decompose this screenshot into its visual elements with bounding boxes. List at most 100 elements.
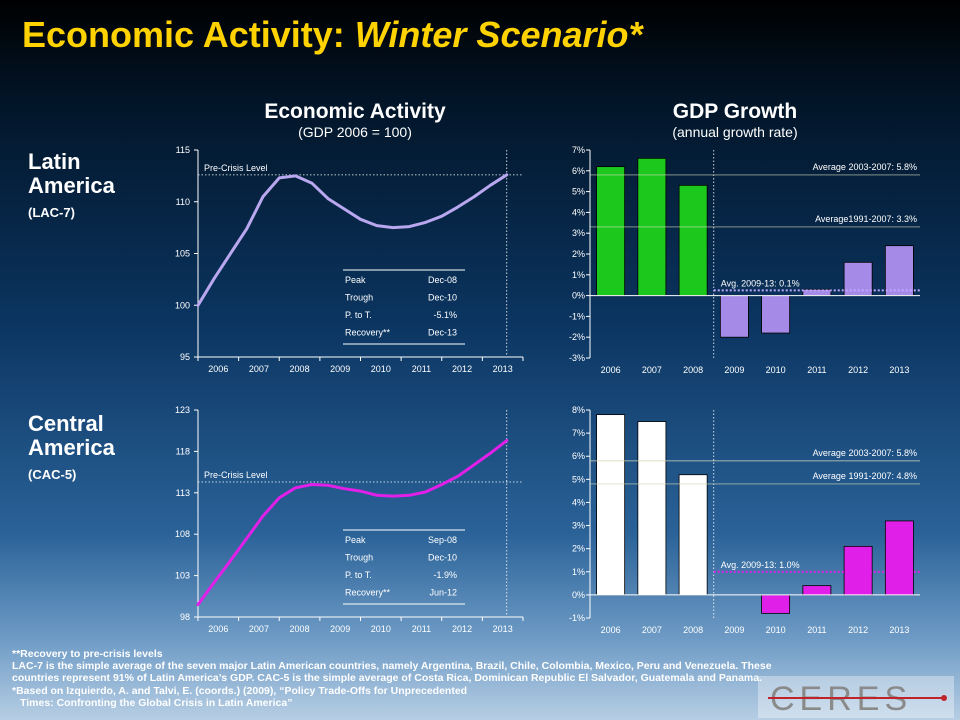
title-italic: Winter Scenario* [354,14,643,55]
cac-growth-y-tick-label: 8% [572,405,585,415]
lac-activity-y-tick-label: 115 [176,145,190,155]
footer-source-note: *Based on Izquierdo, A. and Talvi, E. (c… [12,684,468,697]
cac-growth-bar [637,421,667,596]
cac-activity-x-tick-label: 2010 [371,624,391,634]
footer-recovery-note: **Recovery to pre-crisis levels [12,648,163,660]
lac-growth-y-tick-label: -2% [569,332,585,342]
lac-growth-bar [761,295,791,334]
lac-growth-recent-average-label: Avg. 2009-13: 0.1% [721,278,800,288]
cac-activity-series-line [196,439,509,607]
lac-growth-x-tick-label: 2007 [642,365,662,375]
cac-activity-y-tick-label: 123 [175,405,190,415]
cac-activity-table-value: Sep-08 [428,535,457,545]
lac-activity-x-tick-label: 2007 [249,364,269,374]
lac-activity-table-label: Recovery** [345,328,391,338]
lac-growth-y-tick-label: 2% [572,249,585,259]
lac-activity-x-tick-label: 2013 [493,364,513,374]
lac-growth-bar [884,245,914,296]
lac-growth-bar [596,166,626,297]
cac-activity-x-tick-label: 2007 [249,624,269,634]
cac-activity-table-value: Dec-10 [428,553,457,563]
footer-source-note-cont: Times: Confronting the Global Crisis in … [20,696,293,709]
lac-growth-x-tick-label: 2011 [807,365,826,375]
cac-activity-y-tick-label: 113 [176,488,190,498]
cac-growth-x-tick-label: 2007 [642,625,662,635]
lac-activity-x-tick-label: 2006 [208,364,228,374]
lac-activity-x-tick-label: 2010 [371,364,391,374]
cac-activity-table-value: Jun-12 [429,588,457,598]
left-column-subtitle: (GDP 2006 = 100) [298,124,412,140]
cac-activity-x-tick-label: 2013 [493,624,513,634]
lac-activity-table-label: P. to T. [345,310,372,320]
cac-activity-x-tick-label: 2012 [452,624,472,634]
footer-notes: **Recovery to pre-crisis levels LAC-7 is… [12,648,772,709]
title-main: Economic Activity: [22,14,355,55]
right-column-subtitle: (annual growth rate) [672,124,798,140]
lac-activity-table-label: Peak [345,275,366,285]
cac-activity-table-label: P. to T. [345,570,372,580]
lac-growth-x-tick-label: 2008 [683,365,703,375]
lac-growth-y-tick-label: 4% [572,207,585,217]
cac-activity-y-tick-label: 118 [176,446,190,456]
lac-activity-chart: 95 100 105 110 115 2006 2007 2008 2009 2010 2011 20… [175,145,524,374]
cac-growth-bar [596,414,626,596]
cac-growth-bar [884,520,914,596]
region-central-line1: Central [28,411,104,436]
cac-growth-bar [802,585,832,596]
cac-growth-historical-average-label: Average 1991-2007: 4.8% [813,471,917,481]
lac-growth-bar [678,184,708,296]
lac-activity-table-value: -5.1% [433,310,457,320]
lac-growth-x-tick-label: 2012 [848,365,868,375]
cac-activity-chart: 98 103 108 113 118 123 2006 2007 2008 2009 2010 201… [175,405,524,634]
lac-growth-y-tick-label: 7% [572,145,585,155]
region-latin-america: Latin America (LAC-7) [28,150,115,225]
cac-activity-table-label: Trough [345,553,373,563]
cac-growth-y-tick-label: 7% [572,428,585,438]
cac-growth-x-tick-label: 2008 [683,625,703,635]
cac-growth-chart: -1% 0% 1% 2% 3% 4% 5% 6% 7% 8% 2006 2007 2008 2009 201… [569,405,920,635]
lac-growth-chart: -3% -2% -1% 0% 1% 2% 3% 4% 5% 6% 7% 2006 2007 2008 200… [569,145,920,375]
cac-growth-y-tick-label: 2% [572,544,585,554]
lac-growth-x-tick-label: 2013 [889,365,909,375]
lac-growth-y-tick-label: 1% [572,270,585,280]
cac-growth-x-tick-label: 2009 [724,625,744,635]
cac-growth-recent-average-label: Avg. 2009-13: 1.0% [721,560,800,570]
lac-growth-y-tick-label: 3% [572,228,585,238]
lac-activity-table-label: Trough [345,293,373,303]
lac-growth-x-tick-label: 2009 [724,365,744,375]
cac-activity-pre-crisis-label: Pre-Crisis Level [204,470,268,480]
lac-growth-y-tick-label: 0% [572,291,585,301]
lac-activity-y-tick-label: 95 [180,352,190,362]
cac-activity-table-label: Recovery** [345,588,391,598]
lac-activity-table-value: Dec-08 [428,275,457,285]
cac-growth-x-tick-label: 2010 [766,625,786,635]
lac-activity-x-tick-label: 2008 [290,364,310,374]
cac-activity-x-tick-label: 2009 [330,624,350,634]
cac-activity-table-value: -1.9% [433,570,457,580]
lac-activity-table-value: Dec-10 [428,293,457,303]
cac-growth-y-tick-label: -1% [569,613,585,623]
cac-activity-y-tick-label: 103 [175,571,190,581]
cac-growth-bar [843,545,873,596]
lac-growth-x-tick-label: 2006 [601,365,621,375]
cac-growth-historical-average-label: Average 2003-2007: 5.8% [813,448,917,458]
cac-activity-x-tick-label: 2006 [208,624,228,634]
cac-activity-y-tick-label: 98 [180,612,190,622]
cac-activity-y-tick-label: 108 [175,529,190,539]
region-latin-line1: Latin [28,149,81,174]
cac-growth-y-tick-label: 6% [572,451,585,461]
region-central-america: Central America (CAC-5) [28,412,115,487]
left-column-title: Economic Activity [264,100,446,123]
lac-activity-y-tick-label: 110 [176,197,190,207]
lac-activity-pre-crisis-label: Pre-Crisis Level [204,163,268,173]
cac-activity-x-tick-label: 2011 [412,624,431,634]
cac-growth-y-tick-label: 0% [572,590,585,600]
lac-activity-y-tick-label: 100 [175,300,190,310]
lac-activity-series-line [196,173,509,307]
cac-growth-y-tick-label: 5% [572,474,585,484]
right-column-title: GDP Growth [672,100,798,123]
cac-growth-y-tick-label: 4% [572,497,585,507]
ceres-logo: CERES [758,676,954,718]
lac-growth-y-tick-label: -3% [569,353,585,363]
cac-growth-x-tick-label: 2011 [807,625,826,635]
